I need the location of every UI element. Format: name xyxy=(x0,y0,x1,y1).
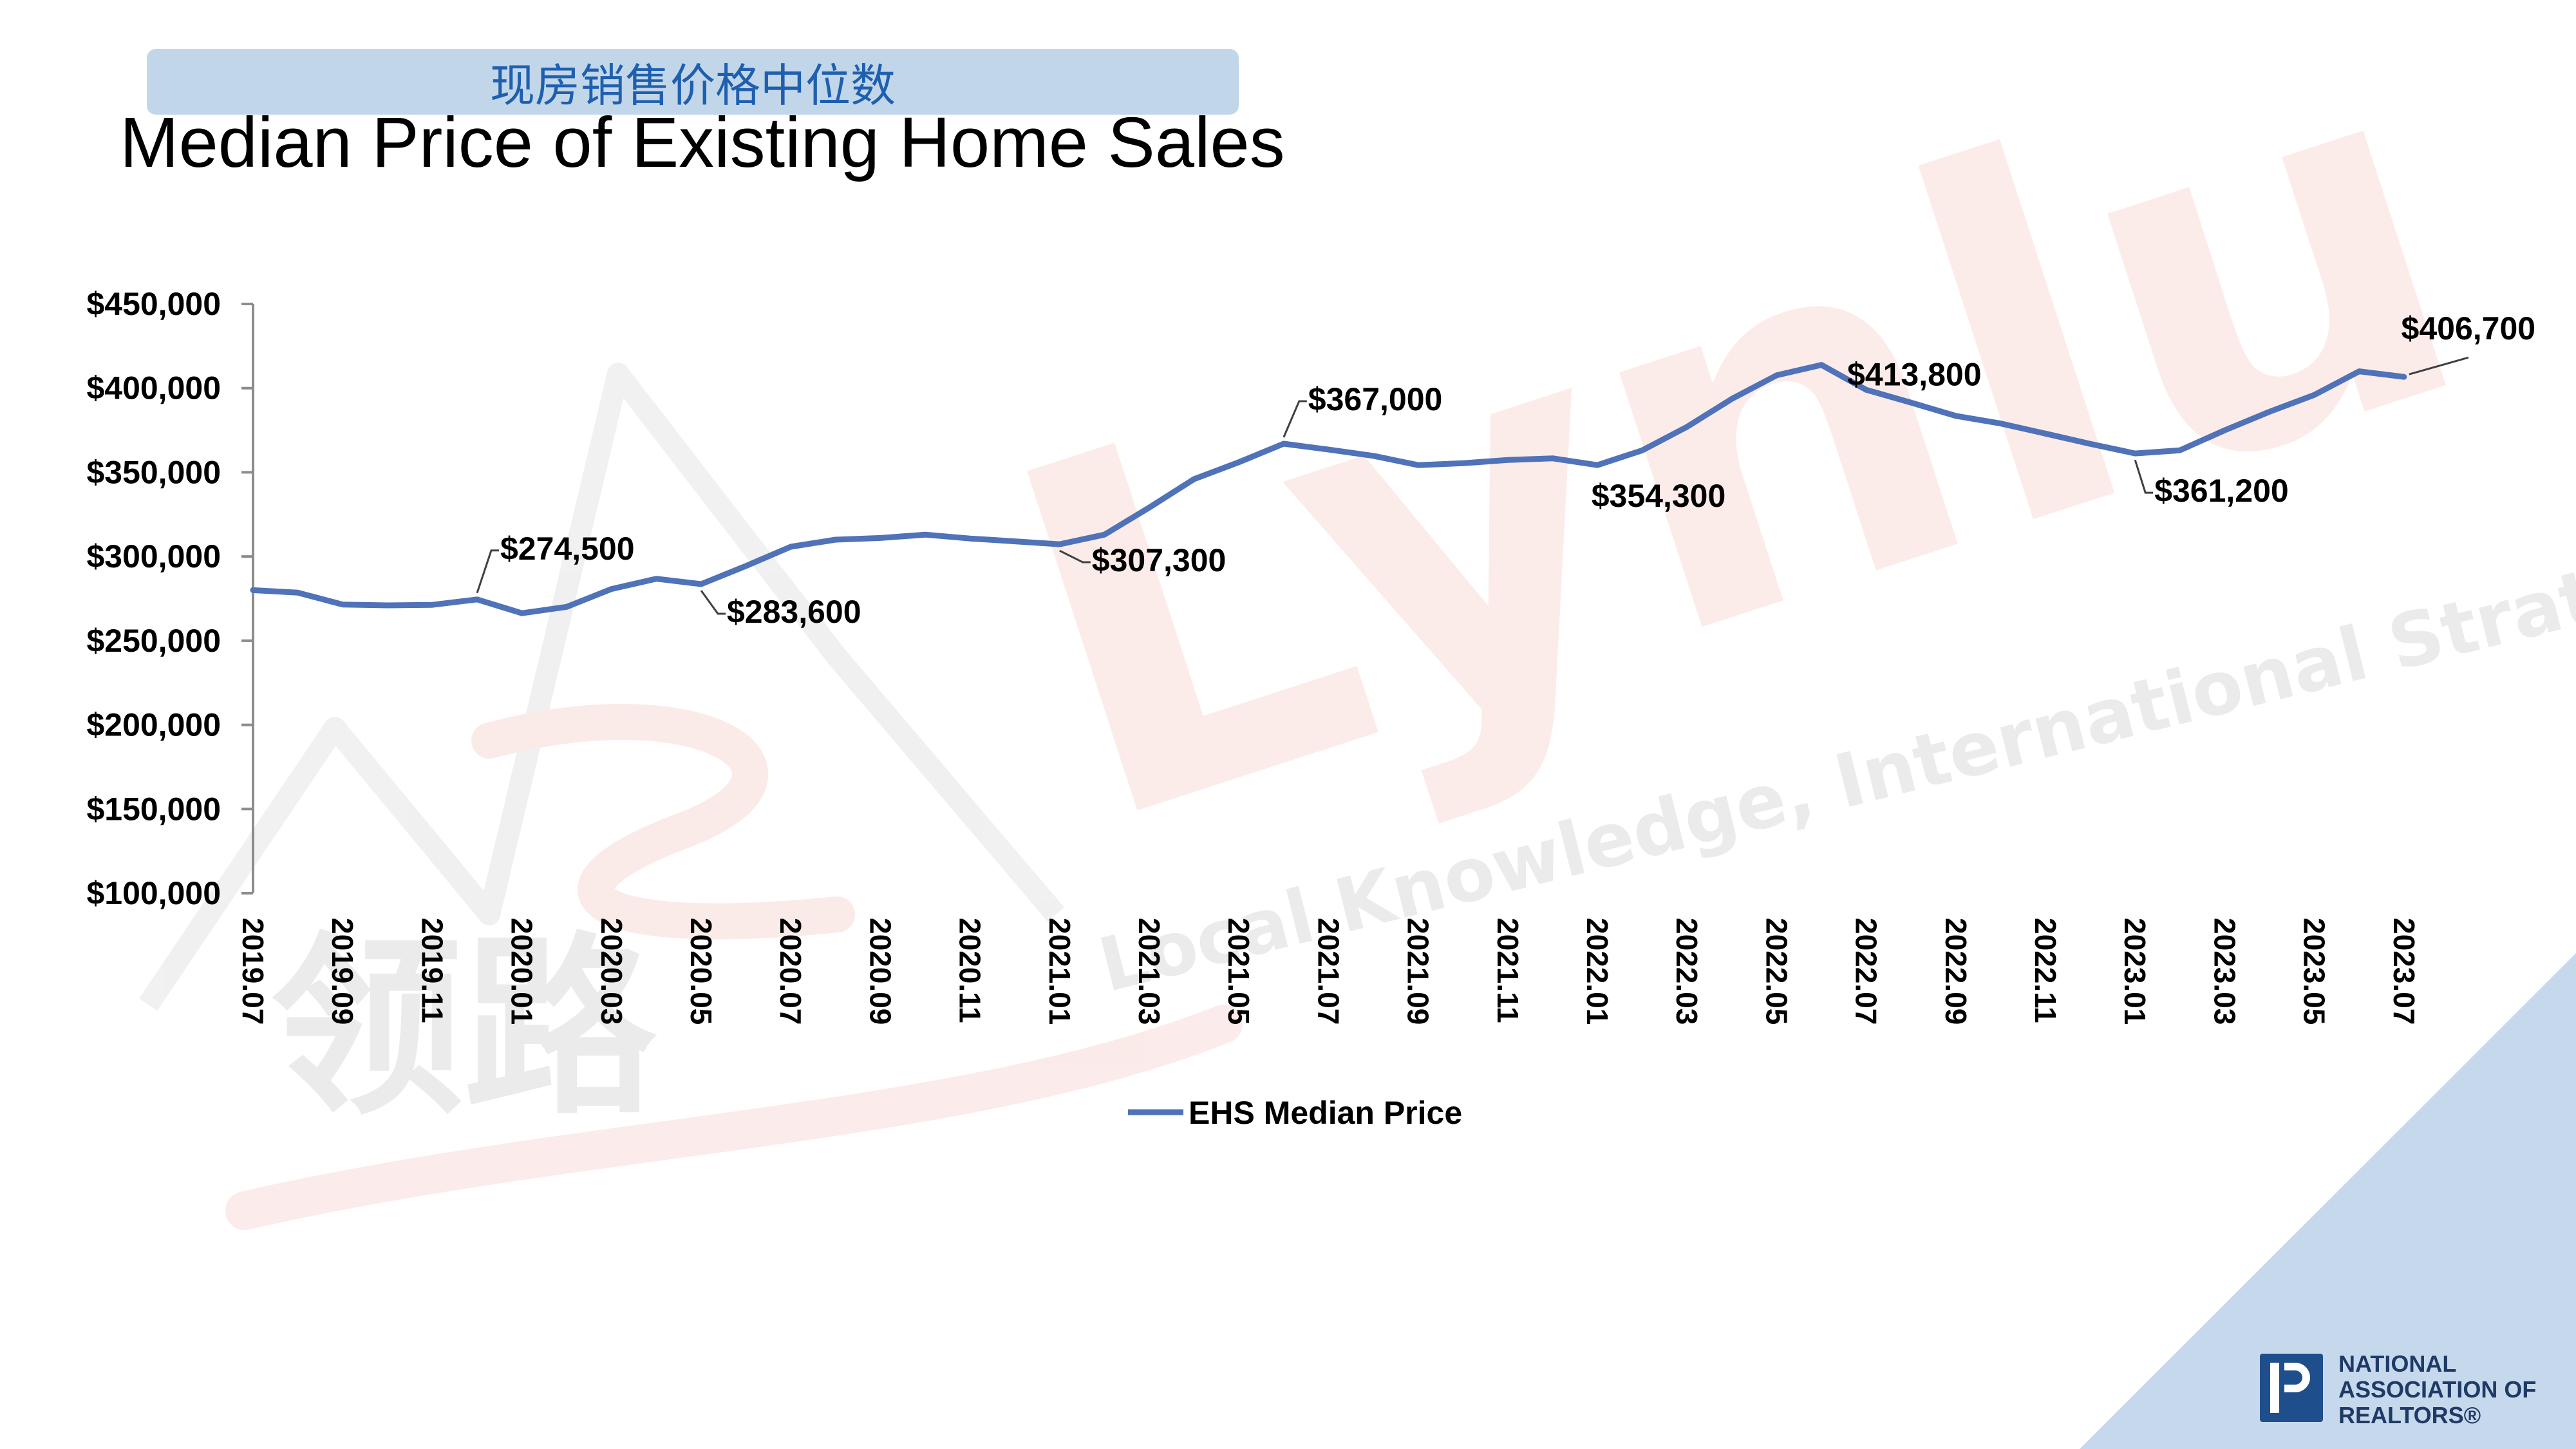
x-tick-label: 2021.09 xyxy=(1402,918,1435,1025)
nar-logo: NATIONAL ASSOCIATION OF REALTORS® xyxy=(2260,1351,2562,1428)
y-tick-label: $300,000 xyxy=(86,538,221,574)
logo-line-2: ASSOCIATION OF xyxy=(2338,1376,2537,1403)
x-tick-label: 2022.03 xyxy=(1670,918,1704,1025)
realtor-r-icon xyxy=(2260,1354,2323,1422)
data-label: $367,000 xyxy=(1308,381,1443,417)
x-tick-label: 2019.07 xyxy=(236,918,270,1025)
x-tick-label: 2022.01 xyxy=(1581,918,1614,1025)
series-layer xyxy=(250,362,2407,616)
x-tick-label: 2020.01 xyxy=(505,918,539,1025)
x-tick-label: 2019.09 xyxy=(326,918,359,1025)
series-line-ehs-median-price xyxy=(250,362,2407,616)
chart-title: Median Price of Existing Home Sales xyxy=(120,103,1285,182)
x-tick-label: 2020.05 xyxy=(684,918,718,1025)
y-tick-label: $450,000 xyxy=(86,286,221,322)
chart-legend: EHS Median Price xyxy=(1128,1095,1462,1131)
data-label: $274,500 xyxy=(500,531,635,567)
x-tick-label: 2022.07 xyxy=(1850,918,1883,1025)
x-tick-label: 2020.11 xyxy=(954,918,987,1023)
corner-accent-triangle xyxy=(2080,953,2576,1449)
logo-line-1: NATIONAL xyxy=(2338,1350,2457,1377)
x-tick-label: 2023.03 xyxy=(2208,918,2241,1025)
data-label: $283,600 xyxy=(727,594,861,630)
logo-text: NATIONAL ASSOCIATION OF REALTORS® xyxy=(2338,1351,2536,1428)
data-label: $361,200 xyxy=(2154,473,2289,509)
x-tick-label: 2019.11 xyxy=(415,918,449,1023)
x-tick-label: 2020.03 xyxy=(595,918,628,1025)
x-tick-label: 2023.01 xyxy=(2118,918,2152,1025)
title-cn: 现房销售价格中位数 xyxy=(490,59,896,112)
y-tick-label: $350,000 xyxy=(86,454,221,490)
logo-line-3: REALTORS® xyxy=(2338,1402,2481,1428)
x-tick-label: 2023.05 xyxy=(2298,918,2331,1025)
x-tick-label: 2021.03 xyxy=(1133,918,1166,1025)
data-label: $413,800 xyxy=(1847,357,1982,393)
data-label: $406,700 xyxy=(2402,310,2536,346)
annotation-leader xyxy=(700,590,726,615)
y-tick-label: $150,000 xyxy=(86,791,221,827)
annotation-layer: $274,500 $283,600 $307,300 $367,000 $354,300… xyxy=(476,310,2536,630)
y-tick-label: $250,000 xyxy=(86,623,221,659)
x-tick-label: 2023.07 xyxy=(2387,918,2421,1025)
x-tick-label: 2020.07 xyxy=(774,918,807,1025)
annotation-leader xyxy=(1059,549,1091,564)
y-tick-label: $400,000 xyxy=(86,370,221,406)
x-tick-label: 2022.11 xyxy=(2029,918,2062,1023)
y-tick-label: $200,000 xyxy=(86,707,221,743)
x-tick-label: 2022.09 xyxy=(1939,918,1973,1025)
x-tick-label: 2020.09 xyxy=(863,918,897,1025)
x-tick-label: 2021.01 xyxy=(1043,918,1076,1025)
annotation-leader xyxy=(476,549,499,594)
title-banner-cn: 现房销售价格中位数 xyxy=(147,49,1239,115)
x-tick-label: 2021.11 xyxy=(1491,918,1525,1023)
x-axis-ticks: 2019.07 2019.09 2019.11 2020.01 2020.03 2020.… xyxy=(236,918,2421,1025)
annotation-leader xyxy=(1283,400,1307,438)
mountain-watermark xyxy=(138,363,1243,1230)
data-label: $307,300 xyxy=(1092,542,1227,578)
x-tick-label: 2021.05 xyxy=(1222,918,1255,1025)
y-axis-ticks: $450,000 $400,000 $350,000 $300,000 $250,000… xyxy=(86,286,253,911)
legend-label: EHS Median Price xyxy=(1189,1095,1462,1131)
annotation-leader xyxy=(2134,459,2154,494)
annotation-leader xyxy=(2409,356,2469,375)
y-tick-label: $100,000 xyxy=(86,875,221,911)
x-tick-label: 2022.05 xyxy=(1760,918,1793,1025)
x-tick-label: 2021.07 xyxy=(1312,918,1345,1025)
data-label: $354,300 xyxy=(1592,478,1726,514)
watermark-cn-text: 领路 xyxy=(270,916,660,1141)
